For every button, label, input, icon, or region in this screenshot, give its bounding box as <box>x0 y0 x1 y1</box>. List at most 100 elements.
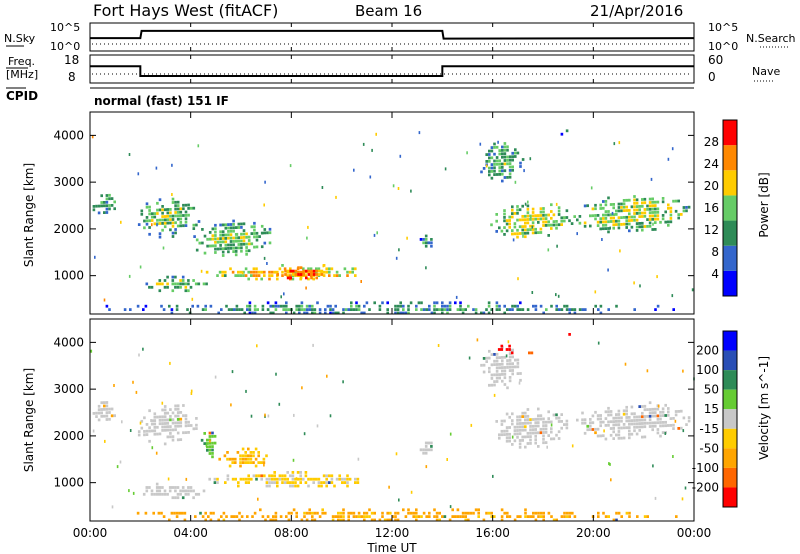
power-echo-cell <box>263 270 266 274</box>
velocity-echo-cell <box>279 515 283 518</box>
velocity-echo-cell <box>672 417 675 420</box>
velocity-echo-cell <box>648 408 652 411</box>
power-echo-cell <box>607 196 610 200</box>
velocity-echo-cell <box>617 433 621 437</box>
velocity-echo-cell <box>347 518 350 522</box>
velocity-echo-cell <box>216 481 219 484</box>
power-echo-cell <box>108 193 111 197</box>
power-echo-cell <box>158 232 162 236</box>
power-echo-cell <box>643 201 647 205</box>
power-echo-cell <box>557 223 561 227</box>
velocity-echo-cell <box>346 474 349 478</box>
power-echo-cell <box>550 304 553 308</box>
velocity-echo-cell <box>97 408 101 412</box>
power-echo-cell <box>335 195 337 199</box>
power-echo-cell <box>281 270 284 274</box>
power-echo-cell <box>617 206 621 209</box>
velocity-echo-cell <box>449 432 452 436</box>
power-echo-cell <box>498 169 501 173</box>
power-echo-cell <box>599 207 602 210</box>
power-echo-cell <box>285 301 288 305</box>
velocity-echo-cell <box>161 425 164 429</box>
power-echo-cell <box>158 279 162 282</box>
velocity-echo-cell <box>391 515 395 518</box>
power-echo-cell <box>158 208 162 212</box>
nave-tick-high: 60 <box>708 53 723 67</box>
power-echo-cell <box>214 251 217 254</box>
power-echo-cell <box>490 149 494 153</box>
velocity-echo-cell <box>244 457 247 461</box>
power-echo-cell <box>648 197 652 201</box>
power-echo-cell <box>234 246 238 250</box>
velocity-echo-cell <box>620 426 623 430</box>
velocity-echo-cell <box>395 452 398 456</box>
velocity-echo-cell <box>500 508 504 512</box>
power-echo-cell <box>556 244 558 248</box>
velocity-echo-cell <box>105 418 109 421</box>
velocity-echo-cell <box>255 474 258 478</box>
power-echo-cell <box>214 247 217 251</box>
velocity-echo-cell <box>182 414 185 418</box>
velocity-echo-cell <box>424 441 428 445</box>
velocity-echo-cell <box>260 474 263 478</box>
y-tick-label: 4000 <box>53 128 84 142</box>
velocity-echo-cell <box>633 422 636 426</box>
power-echo-cell <box>214 223 217 227</box>
power-echo-cell <box>273 270 276 274</box>
velocity-echo-cell <box>412 511 415 515</box>
power-echo-cell <box>633 215 636 219</box>
velocity-echo-cell <box>537 515 540 518</box>
velocity-echo-cell <box>189 424 193 427</box>
power-echo-cell <box>296 270 300 274</box>
velocity-echo-cell <box>168 518 171 522</box>
velocity-echo-cell <box>155 492 159 496</box>
power-echo-cell <box>521 218 524 222</box>
power-echo-cell <box>497 140 499 144</box>
velocity-echo-cell <box>531 431 535 435</box>
x-tick-label: 00:00 <box>73 526 108 540</box>
power-echo-cell <box>555 308 558 311</box>
velocity-echo-cell <box>656 428 660 431</box>
power-echo-cell <box>495 308 499 311</box>
power-echo-cell <box>174 285 177 289</box>
velocity-echo-cell <box>183 518 187 522</box>
velocity-echo-cell <box>251 515 254 518</box>
velocity-echo-cell <box>560 515 564 518</box>
power-echo-cell <box>615 213 618 216</box>
velocity-echo-cell <box>682 369 684 373</box>
velocity-echo-cell <box>174 489 177 493</box>
power-echo-cell <box>292 273 295 276</box>
power-echo-cell <box>503 219 506 223</box>
velocity-echo-cell <box>464 515 467 518</box>
power-echo-cell <box>508 308 512 311</box>
power-echo-cell <box>331 308 335 311</box>
power-echo-cell <box>493 142 496 146</box>
velocity-echo-cell <box>532 515 535 518</box>
velocity-echo-cell <box>643 418 647 422</box>
power-echo-cell <box>392 184 395 188</box>
power-echo-cell <box>646 218 649 221</box>
power-echo-cell <box>656 304 660 308</box>
power-echo-cell <box>425 308 428 311</box>
power-echo-cell <box>542 213 545 217</box>
velocity-echo-cell <box>145 429 149 433</box>
power-echo-cell <box>343 267 347 271</box>
power-echo-cell <box>260 277 263 281</box>
power-echo-cell <box>628 215 631 219</box>
power-echo-cell <box>604 227 608 230</box>
power-echo-cell <box>250 232 254 235</box>
power-echo-cell <box>609 226 611 230</box>
power-echo-cell <box>203 251 207 255</box>
power-echo-cell <box>531 231 535 235</box>
velocity-echo-cell <box>501 362 504 366</box>
power-echo-cell <box>204 308 207 311</box>
velocity-echo-cell <box>651 414 654 418</box>
velocity-echo-cell <box>398 498 400 502</box>
power-echo-cell <box>428 308 431 311</box>
power-echo-cell <box>441 304 444 308</box>
velocity-echo-cell <box>518 445 522 449</box>
power-echo-cell <box>108 308 111 311</box>
velocity-echo-cell <box>322 474 326 478</box>
velocity-echo-cell <box>103 414 106 418</box>
velocity-echo-cell <box>304 471 308 474</box>
